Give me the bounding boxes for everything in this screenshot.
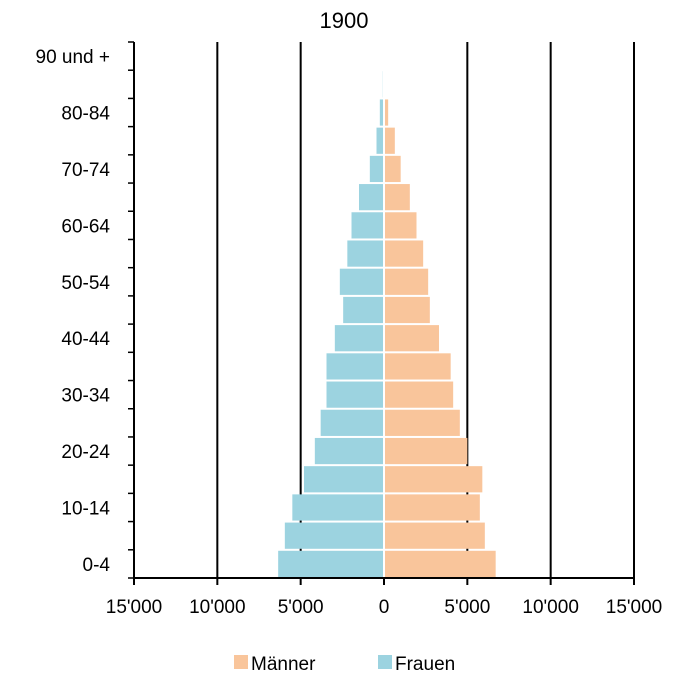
- bar-frauen-65-69: [359, 184, 384, 211]
- bar-frauen-10-14: [292, 494, 384, 521]
- bar-frauen-75-79: [376, 127, 384, 154]
- bar-maenner-55-59: [384, 240, 424, 267]
- y-tick-label: 30-34: [61, 386, 110, 407]
- bar-maenner-65-69: [384, 184, 410, 211]
- bar-frauen-30-34: [326, 381, 384, 408]
- x-tick-label: 0: [379, 597, 390, 618]
- x-tick-label: 10'000: [522, 597, 578, 618]
- bar-frauen-45-49: [343, 296, 384, 324]
- bar-maenner-40-44: [384, 325, 439, 352]
- bar-maenner-45-49: [384, 296, 430, 324]
- bar-frauen-20-24: [314, 437, 384, 465]
- chart-title: 1900: [320, 8, 369, 33]
- bar-maenner-80-84: [384, 99, 389, 126]
- bar-frauen-60-64: [351, 212, 384, 239]
- bar-maenner-10-14: [384, 494, 480, 521]
- y-tick-label: 90 und +: [36, 47, 111, 68]
- bar-frauen-35-39: [326, 353, 384, 380]
- y-tick-label: 70-74: [61, 160, 110, 181]
- bar-frauen-15-19: [304, 466, 384, 493]
- gridlines: [133, 42, 635, 578]
- legend-swatch-maenner: [234, 655, 248, 669]
- bar-frauen-0-4: [278, 550, 384, 577]
- legend-label-frauen: Frauen: [395, 654, 455, 674]
- bar-maenner-5-9: [384, 522, 485, 549]
- bar-maenner-35-39: [384, 353, 451, 380]
- y-tick-labels: 0-4 10-14 20-24 30-34 40-44 50-54 60-64 70-74 80…: [36, 47, 111, 576]
- y-tick-label: 10-14: [61, 498, 110, 519]
- x-tick-label: 15'000: [106, 597, 162, 618]
- bar-maenner-50-54: [384, 268, 429, 295]
- legend: Männer Frauen: [234, 654, 455, 674]
- bar-maenner-15-19: [384, 466, 483, 493]
- y-tick-label: 0-4: [83, 555, 111, 576]
- bar-maenner-30-34: [384, 381, 454, 408]
- y-tick-label: 60-64: [61, 216, 110, 237]
- bar-frauen-5-9: [284, 522, 384, 549]
- y-tick-label: 20-24: [61, 442, 110, 463]
- bar-maenner-25-29: [384, 409, 460, 436]
- x-tick-label: 5'000: [278, 597, 324, 618]
- bar-frauen-40-44: [334, 325, 384, 352]
- bar-frauen-55-59: [347, 240, 384, 267]
- bar-frauen-50-54: [339, 268, 384, 295]
- bar-maenner-70-74: [384, 155, 401, 183]
- legend-swatch-frauen: [378, 655, 392, 669]
- bar-frauen-25-29: [320, 409, 384, 436]
- y-tick-label: 40-44: [61, 329, 110, 350]
- bar-maenner-75-79: [384, 127, 395, 154]
- bars: [278, 42, 496, 578]
- y-tick-label: 50-54: [61, 273, 110, 294]
- x-tick-labels: 15'000 10'000 5'000 0 5'000 10'000 15'000: [106, 597, 662, 618]
- x-tick-label: 5'000: [444, 597, 490, 618]
- bar-frauen-80-84: [379, 99, 384, 126]
- y-tick-label: 80-84: [61, 104, 110, 125]
- bar-maenner-0-4: [384, 550, 496, 577]
- axes: [128, 41, 635, 585]
- bar-frauen-70-74: [369, 155, 384, 183]
- bar-maenner-20-24: [384, 437, 468, 465]
- legend-label-maenner: Männer: [251, 654, 316, 674]
- bar-maenner-60-64: [384, 212, 417, 239]
- x-tick-label: 10'000: [189, 597, 245, 618]
- x-tick-label: 15'000: [606, 597, 662, 618]
